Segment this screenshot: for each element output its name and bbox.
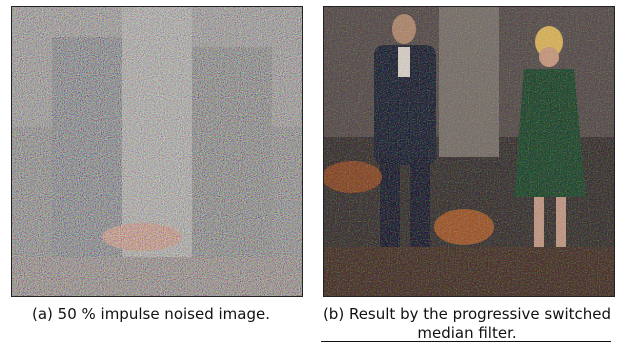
- caption-underline: [321, 341, 611, 342]
- filtered-image: [323, 6, 615, 297]
- noisy-image: [11, 6, 303, 297]
- filtered-photo-image: [324, 7, 614, 296]
- figure-b-panel: (b) Result by the progressive switched m…: [316, 0, 618, 350]
- figure-a-caption: (a) 50 % impulse noised image.: [0, 305, 302, 324]
- figure-a-panel: (a) 50 % impulse noised image.: [0, 0, 302, 350]
- noisy-photo-image: [12, 7, 302, 296]
- figure-b-caption: (b) Result by the progressive switched m…: [316, 305, 618, 343]
